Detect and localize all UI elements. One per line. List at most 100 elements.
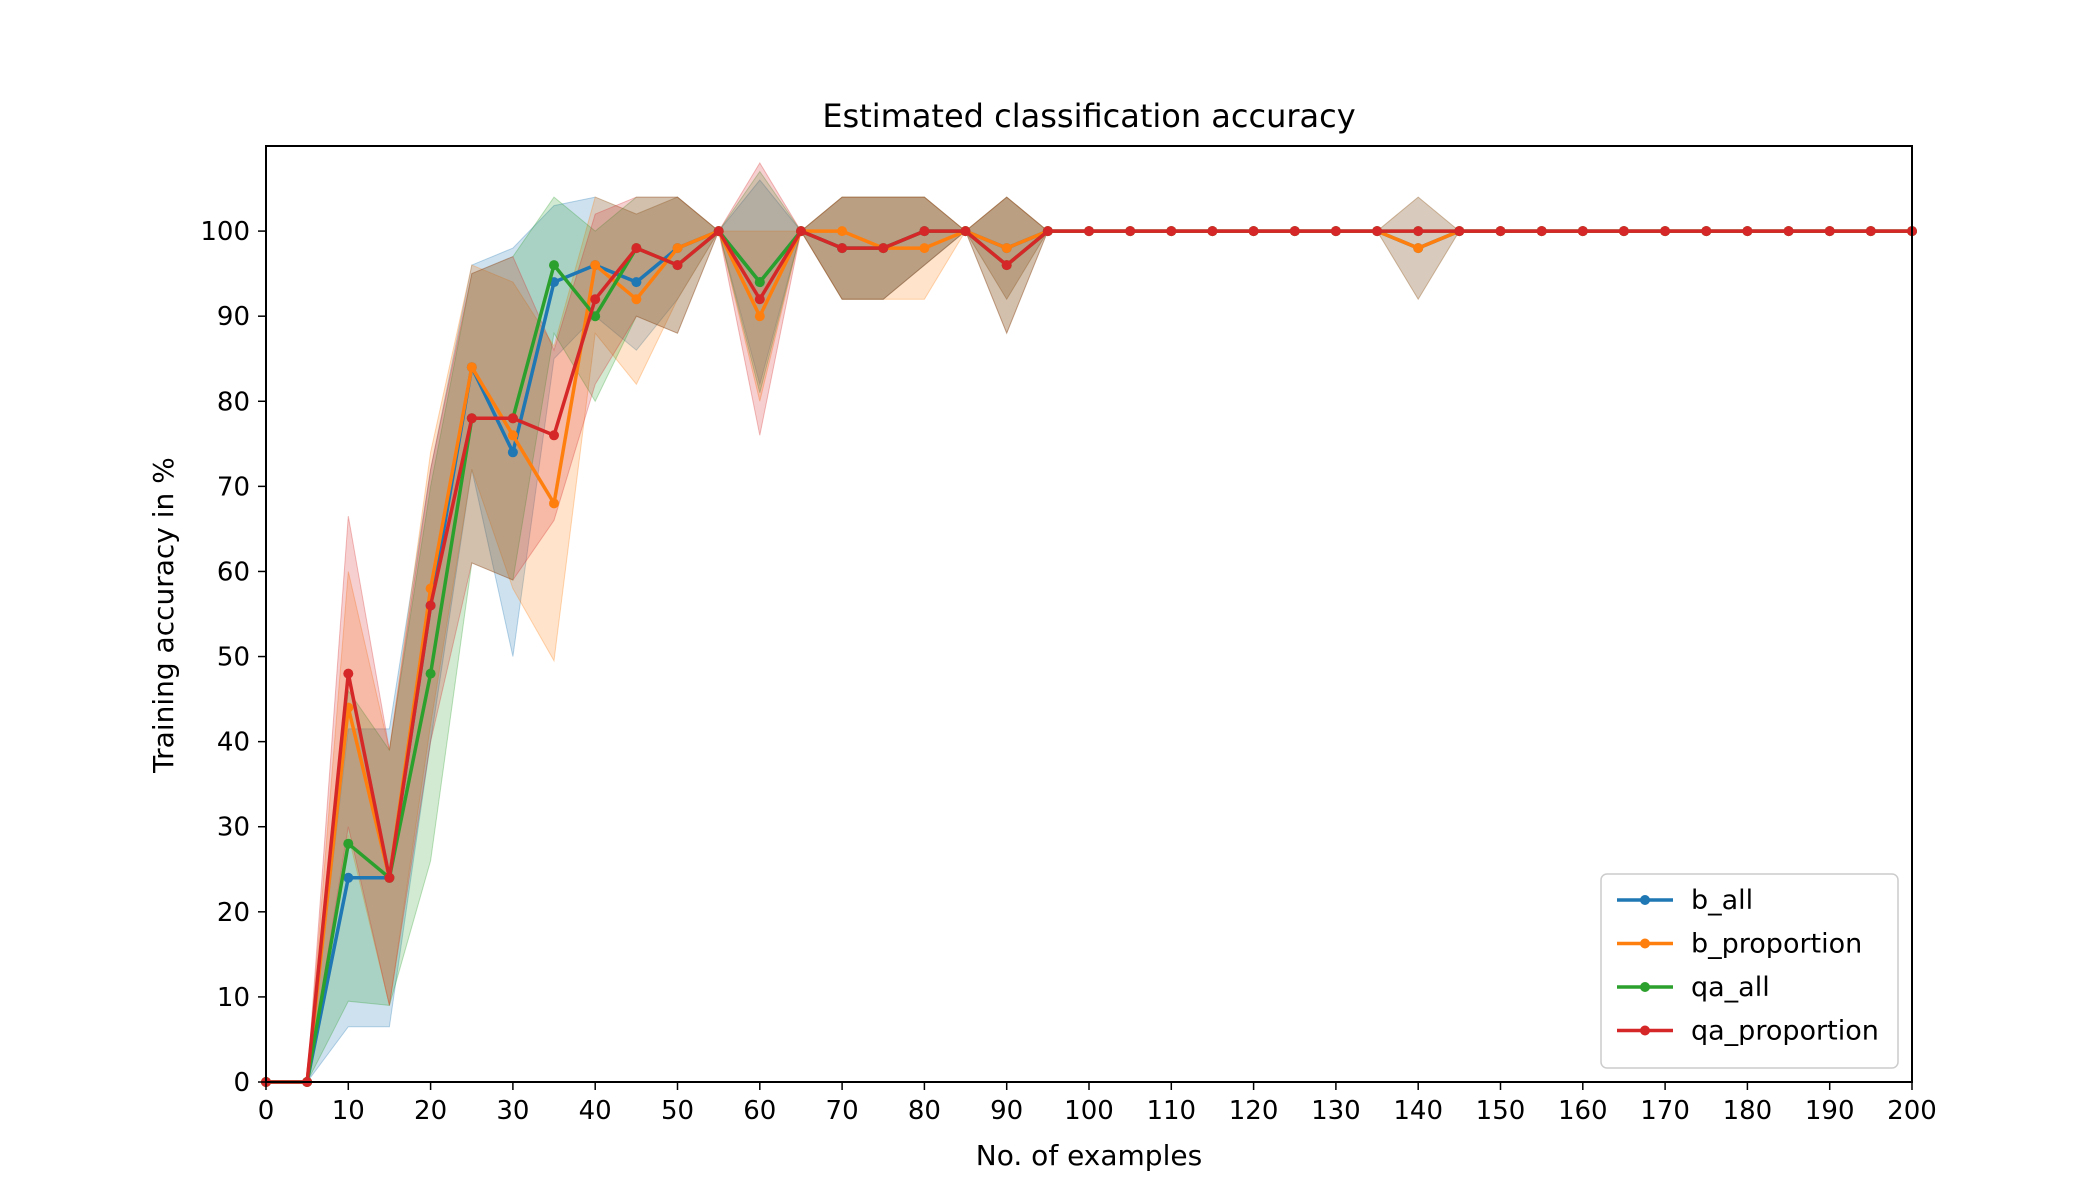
point-b_proportion	[507, 430, 518, 441]
point-b_all	[343, 872, 354, 883]
x-tick-label: 90	[990, 1096, 1023, 1126]
point-qa_proportion	[1824, 226, 1835, 237]
point-b_proportion	[754, 311, 765, 322]
point-qa_proportion	[1660, 226, 1671, 237]
point-qa_proportion	[878, 243, 889, 254]
band-b_proportion	[266, 196, 1912, 1083]
x-tick-label: 150	[1476, 1096, 1526, 1126]
point-qa_proportion	[837, 243, 848, 254]
point-qa_proportion	[1618, 226, 1629, 237]
point-b_proportion	[1001, 243, 1012, 254]
point-qa_proportion	[754, 294, 765, 305]
point-qa_all	[754, 277, 765, 288]
band-b_all	[266, 179, 1912, 1083]
x-tick-label: 100	[1064, 1096, 1114, 1126]
y-tick-label: 60	[217, 557, 250, 587]
point-qa_proportion	[1372, 226, 1383, 237]
x-tick-label: 160	[1558, 1096, 1608, 1126]
point-b_proportion	[672, 243, 683, 254]
point-b_proportion	[631, 294, 642, 305]
point-qa_proportion	[1454, 226, 1465, 237]
y-axis-label: Training accuracy in %	[147, 457, 180, 774]
legend-marker-qa_all	[1640, 982, 1650, 992]
point-qa_all	[590, 311, 601, 322]
point-qa_proportion	[1125, 226, 1136, 237]
point-qa_proportion	[919, 226, 930, 237]
legend-label-b_proportion: b_proportion	[1691, 929, 1862, 960]
x-tick-label: 190	[1805, 1096, 1855, 1126]
y-tick-label: 70	[217, 472, 250, 502]
x-tick-label: 10	[332, 1096, 365, 1126]
point-qa_proportion	[1783, 226, 1794, 237]
x-tick-label: 20	[414, 1096, 447, 1126]
point-b_proportion	[590, 260, 601, 271]
point-qa_proportion	[631, 243, 642, 254]
point-b_all	[631, 277, 642, 288]
x-tick-label: 170	[1640, 1096, 1690, 1126]
point-qa_proportion	[960, 226, 971, 237]
legend-box	[1600, 873, 1899, 1069]
point-qa_proportion	[1495, 226, 1506, 237]
chart-title: Estimated classification accuracy	[822, 97, 1355, 135]
plot-area: 0 10 20 30 40 50 60 70 80 90 100 110 120 130 140 150 160…	[200, 145, 1937, 1126]
band-qa_all	[266, 170, 1912, 1083]
band-qa_proportion	[266, 162, 1912, 1083]
point-qa_proportion	[1166, 226, 1177, 237]
x-tick-label: 80	[908, 1096, 941, 1126]
x-tick-label: 110	[1146, 1096, 1196, 1126]
legend-label-qa_proportion: qa_proportion	[1691, 1016, 1879, 1047]
x-tick-label: 140	[1393, 1096, 1443, 1126]
y-tick-label: 10	[217, 983, 250, 1013]
point-b_proportion	[466, 362, 477, 373]
point-qa_proportion	[796, 226, 806, 237]
point-qa_proportion	[1084, 226, 1094, 237]
point-qa_proportion	[1042, 226, 1053, 237]
point-qa_proportion	[713, 226, 724, 237]
legend-marker-b_proportion	[1640, 938, 1650, 949]
point-b_proportion	[549, 498, 559, 509]
x-tick-label: 130	[1311, 1096, 1361, 1126]
point-qa_proportion	[1742, 226, 1753, 237]
point-qa_proportion	[1577, 226, 1588, 237]
point-qa_proportion	[343, 668, 354, 679]
y-tick-label: 100	[200, 217, 250, 247]
x-tick-label: 70	[826, 1096, 859, 1126]
y-tick-label: 90	[217, 302, 250, 332]
legend-label-qa_all: qa_all	[1691, 972, 1770, 1003]
point-qa_proportion	[507, 413, 518, 424]
legend-label-b_all: b_all	[1691, 885, 1753, 916]
legend-marker-b_all	[1640, 895, 1650, 905]
point-qa_proportion	[425, 600, 436, 611]
point-b_proportion	[837, 226, 848, 237]
y-tick-label: 30	[217, 813, 250, 843]
point-qa_proportion	[1413, 226, 1424, 237]
point-qa_proportion	[1330, 226, 1341, 237]
y-tick-label: 50	[217, 643, 250, 673]
x-tick-label: 120	[1229, 1096, 1279, 1126]
point-qa_proportion	[1865, 226, 1876, 237]
x-tick-label: 180	[1723, 1096, 1773, 1126]
x-tick-label: 0	[258, 1096, 275, 1126]
y-tick-label: 20	[217, 898, 250, 928]
point-qa_proportion	[1207, 226, 1218, 237]
point-qa_all	[343, 838, 354, 849]
x-tick-label: 200	[1887, 1096, 1937, 1126]
point-qa_all	[549, 260, 559, 271]
point-qa_proportion	[1701, 226, 1712, 237]
y-tick-label: 40	[217, 728, 250, 758]
x-tick-label: 40	[579, 1096, 612, 1126]
point-qa_proportion	[1289, 226, 1300, 237]
x-tick-label: 60	[743, 1096, 776, 1126]
y-tick-label: 0	[233, 1068, 250, 1098]
point-qa_proportion	[590, 294, 601, 305]
point-qa_all	[425, 668, 436, 679]
x-tick-label: 30	[496, 1096, 529, 1126]
y-tick-label: 80	[217, 387, 250, 417]
legend: b_all b_proportion qa_all qa_proportion	[1600, 873, 1899, 1069]
point-b_all	[507, 447, 518, 458]
legend-marker-qa_proportion	[1640, 1025, 1650, 1036]
x-tick-label: 50	[661, 1096, 694, 1126]
point-qa_proportion	[672, 260, 683, 271]
point-qa_proportion	[466, 413, 477, 424]
point-b_proportion	[919, 243, 930, 254]
